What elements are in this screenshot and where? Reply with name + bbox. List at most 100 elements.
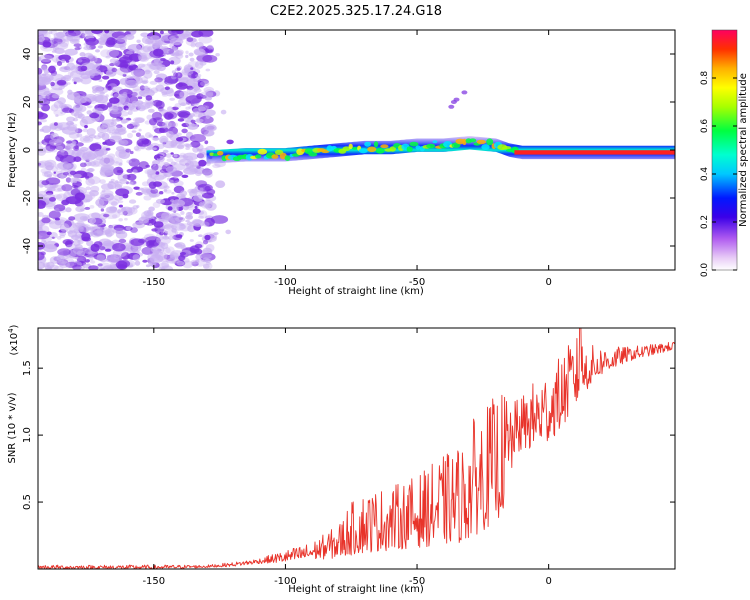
noise-blob bbox=[59, 231, 67, 237]
noise-blob bbox=[202, 262, 213, 270]
noise-blob bbox=[53, 171, 56, 174]
noise-blob bbox=[152, 163, 159, 168]
noise-blob bbox=[188, 52, 194, 57]
noise-blob bbox=[132, 248, 138, 252]
noise-blob bbox=[180, 210, 185, 215]
noise-blob bbox=[84, 206, 91, 210]
noise-blob bbox=[45, 202, 56, 209]
noise-blob bbox=[134, 260, 141, 266]
noise-blob bbox=[194, 205, 198, 209]
noise-blob bbox=[173, 72, 179, 77]
noise-blob bbox=[126, 168, 134, 173]
noise-blob bbox=[153, 174, 165, 182]
noise-blob bbox=[44, 53, 55, 59]
noise-blob bbox=[117, 209, 122, 213]
noise-blob bbox=[163, 224, 172, 230]
noise-blob bbox=[79, 72, 84, 75]
noise-blob bbox=[38, 56, 42, 62]
noise-blob bbox=[104, 30, 110, 34]
noise-blob bbox=[57, 187, 62, 192]
noise-blob bbox=[132, 205, 139, 210]
noise-blob bbox=[162, 236, 170, 240]
noise-blob bbox=[73, 145, 80, 152]
noise-blob bbox=[40, 58, 52, 64]
noise-blob bbox=[146, 114, 153, 121]
noise-blob bbox=[85, 37, 99, 46]
noise-blob bbox=[154, 127, 164, 134]
noise-blob bbox=[136, 39, 141, 43]
noise-blob bbox=[70, 111, 80, 117]
noise-blob bbox=[192, 85, 196, 88]
noise-blob bbox=[72, 264, 82, 270]
noise-blob bbox=[149, 254, 164, 263]
noise-blob bbox=[38, 200, 47, 209]
noise-blob bbox=[101, 119, 117, 128]
noise-blob bbox=[105, 55, 111, 59]
noise-blob bbox=[81, 232, 91, 242]
noise-blob bbox=[53, 122, 58, 126]
noise-blob bbox=[103, 213, 110, 218]
signal-blob bbox=[326, 145, 333, 152]
noise-blob bbox=[205, 204, 211, 209]
noise-blob bbox=[149, 80, 158, 85]
y-tick-label: 1.5 bbox=[22, 360, 33, 376]
noise-blob bbox=[128, 158, 140, 167]
noise-blob bbox=[199, 187, 204, 192]
noise-blob bbox=[95, 107, 104, 115]
noise-blob bbox=[62, 239, 74, 245]
noise-blob bbox=[65, 196, 82, 205]
noise-blob bbox=[143, 210, 154, 217]
noise-blob bbox=[170, 161, 176, 166]
noise-blob bbox=[93, 241, 103, 248]
noise-blob bbox=[185, 219, 190, 223]
noise-blob bbox=[91, 86, 95, 89]
noise-blob bbox=[38, 76, 52, 86]
noise-blob bbox=[162, 222, 173, 228]
noise-blob bbox=[97, 263, 103, 267]
noise-blob bbox=[179, 190, 188, 197]
noise-blob bbox=[170, 252, 179, 260]
noise-blob bbox=[38, 112, 48, 120]
noise-blob bbox=[73, 185, 79, 189]
noise-blob bbox=[185, 211, 192, 218]
noise-blob bbox=[155, 198, 166, 204]
noise-blob bbox=[147, 144, 154, 151]
noise-blob bbox=[43, 90, 51, 96]
signal-blob bbox=[367, 146, 377, 153]
signal-blob bbox=[486, 138, 494, 146]
noise-blob bbox=[108, 132, 113, 135]
noise-blob bbox=[106, 102, 113, 108]
noise-blob bbox=[205, 48, 213, 53]
noise-blob bbox=[49, 144, 57, 150]
noise-blob bbox=[51, 165, 58, 173]
noise-blob bbox=[176, 144, 185, 150]
noise-blob bbox=[39, 128, 44, 132]
signal-blob bbox=[257, 148, 268, 155]
noise-blob bbox=[107, 126, 116, 132]
noise-blob bbox=[127, 244, 142, 253]
noise-blob bbox=[201, 203, 212, 209]
noise-blob bbox=[103, 32, 116, 39]
noise-blob bbox=[193, 88, 202, 93]
noise-blob bbox=[127, 110, 133, 115]
noise-blob bbox=[44, 162, 55, 171]
noise-blob bbox=[163, 189, 172, 194]
noise-blob bbox=[41, 217, 51, 224]
noise-blob bbox=[128, 181, 134, 185]
noise-blob bbox=[56, 254, 65, 262]
noise-blob bbox=[54, 208, 60, 213]
noise-blob bbox=[38, 161, 47, 168]
noise-blob bbox=[191, 261, 199, 267]
noise-blob bbox=[160, 265, 174, 270]
noise-blob bbox=[51, 50, 57, 53]
noise-blob bbox=[89, 72, 96, 77]
noise-blob bbox=[194, 49, 206, 56]
noise-blob bbox=[49, 197, 56, 202]
noise-blob bbox=[152, 247, 161, 254]
noise-blob bbox=[76, 133, 83, 138]
noise-blob bbox=[83, 45, 92, 51]
noise-blob bbox=[82, 128, 88, 133]
snr-frame bbox=[37, 327, 676, 570]
noise-blob bbox=[145, 164, 150, 168]
signal-blob bbox=[358, 148, 368, 154]
